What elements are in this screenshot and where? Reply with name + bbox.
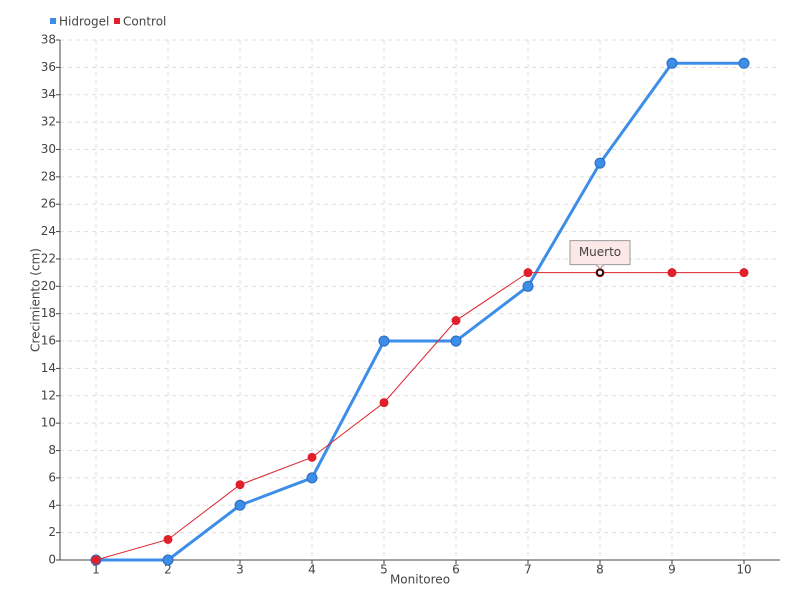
y-tick-label: 18 <box>41 306 56 320</box>
y-tick-label: 20 <box>41 279 56 293</box>
x-tick-label: 9 <box>668 563 676 577</box>
data-point <box>306 472 318 484</box>
y-tick-label: 4 <box>48 498 56 512</box>
series-line <box>95 272 744 561</box>
annotation-text: Muerto <box>579 245 621 259</box>
data-point <box>594 157 606 169</box>
data-point <box>450 335 462 347</box>
x-tick-label: 6 <box>452 563 460 577</box>
annotation-marker <box>596 268 604 277</box>
legend-swatch <box>114 18 120 24</box>
data-point <box>91 555 101 565</box>
x-tick-label: 7 <box>524 563 532 577</box>
legend-label: Control <box>123 15 166 29</box>
y-tick-label: 24 <box>41 224 56 238</box>
data-point <box>307 452 317 462</box>
data-point <box>667 268 677 278</box>
x-tick-label: 5 <box>380 563 388 577</box>
y-axis-label: Crecimiento (cm) <box>29 248 43 352</box>
annotation-pointer <box>595 264 605 270</box>
y-tick-label: 12 <box>41 388 56 402</box>
data-point <box>378 335 390 347</box>
series-line <box>96 61 744 562</box>
data-point <box>522 280 534 292</box>
y-tick-label: 16 <box>41 334 56 348</box>
y-tick-label: 36 <box>41 60 56 74</box>
data-point <box>523 268 533 278</box>
x-axis-label: Monitoreo <box>390 573 450 587</box>
data-point <box>234 499 246 511</box>
data-point <box>163 534 173 544</box>
y-tick-label: 8 <box>48 443 56 457</box>
data-point <box>666 57 678 69</box>
y-tick-label: 28 <box>41 169 56 183</box>
data-point <box>379 398 389 408</box>
y-tick-label: 26 <box>41 197 56 211</box>
y-tick-label: 32 <box>41 115 56 129</box>
x-tick-label: 2 <box>164 563 172 577</box>
y-tick-label: 2 <box>48 525 56 539</box>
data-point <box>235 480 245 490</box>
y-tick-label: 38 <box>41 33 56 47</box>
x-tick-label: 8 <box>596 563 604 577</box>
legend-swatch <box>50 18 56 24</box>
x-tick-label: 3 <box>236 563 244 577</box>
y-tick-label: 34 <box>41 87 56 101</box>
x-tick-label: 4 <box>308 563 316 577</box>
legend-label: Hidrogel <box>59 15 109 29</box>
y-tick-label: 30 <box>41 142 56 156</box>
data-point <box>738 57 750 69</box>
y-tick-label: 6 <box>48 470 56 484</box>
data-point <box>162 554 174 566</box>
y-tick-label: 10 <box>41 416 56 430</box>
data-point <box>739 268 749 278</box>
y-tick-label: 0 <box>48 553 56 567</box>
x-tick-label: 10 <box>736 563 751 577</box>
data-point <box>451 316 461 326</box>
x-tick-label: 1 <box>92 563 100 577</box>
y-tick-label: 22 <box>41 251 56 265</box>
y-tick-label: 14 <box>41 361 56 375</box>
